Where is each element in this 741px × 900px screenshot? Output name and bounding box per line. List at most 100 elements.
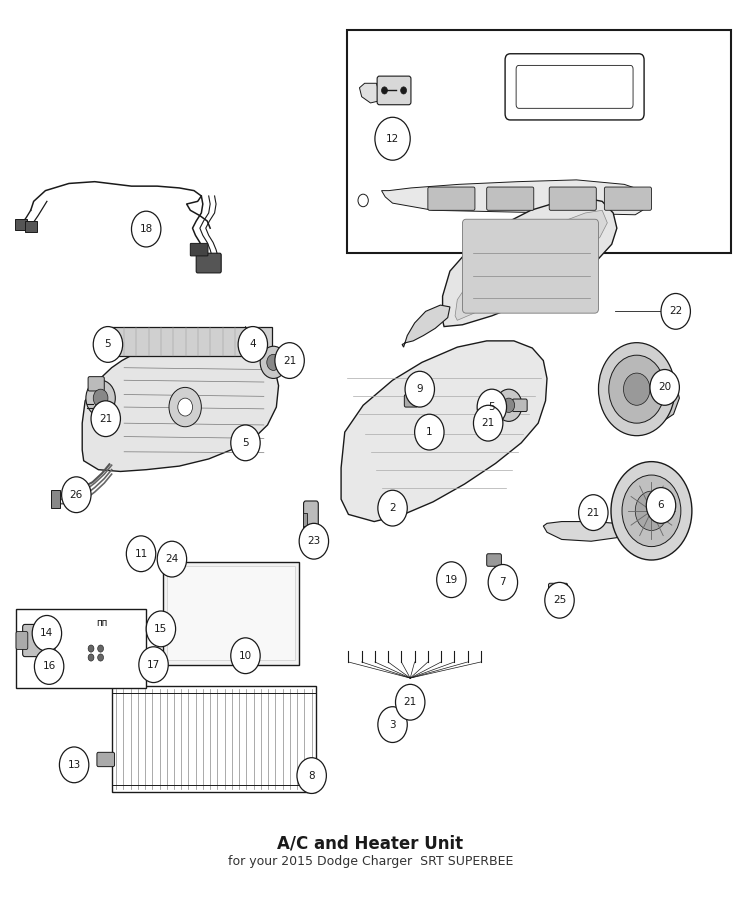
Circle shape [98,645,104,652]
Circle shape [230,638,260,673]
Text: 21: 21 [283,356,296,365]
Polygon shape [382,180,650,215]
Text: 20: 20 [658,382,671,392]
Circle shape [88,654,94,662]
FancyBboxPatch shape [405,394,418,407]
Text: 14: 14 [40,628,53,638]
Circle shape [139,647,168,682]
Text: 3: 3 [389,720,396,730]
Text: 21: 21 [404,698,417,707]
Text: A/C and Heater Unit: A/C and Heater Unit [277,834,464,852]
Polygon shape [82,341,279,472]
Circle shape [375,117,411,160]
FancyBboxPatch shape [462,220,599,313]
Text: ᴨᴨ: ᴨᴨ [96,617,107,627]
Text: 25: 25 [553,595,566,606]
Polygon shape [617,365,679,430]
FancyBboxPatch shape [548,583,568,599]
Circle shape [611,462,692,560]
FancyBboxPatch shape [16,632,27,650]
Circle shape [646,488,676,523]
Circle shape [299,523,328,559]
Text: 26: 26 [70,490,83,500]
FancyBboxPatch shape [190,243,208,256]
Polygon shape [359,84,379,103]
Text: 18: 18 [139,224,153,234]
Circle shape [157,541,187,577]
Text: 5: 5 [242,437,249,448]
Text: 21: 21 [482,418,495,428]
Circle shape [98,654,104,662]
Text: for your 2015 Dodge Charger  SRT SUPERBEE: for your 2015 Dodge Charger SRT SUPERBEE [227,855,514,868]
FancyBboxPatch shape [23,625,55,657]
FancyBboxPatch shape [304,501,319,537]
Circle shape [238,327,268,363]
Text: 22: 22 [669,306,682,317]
Circle shape [34,649,64,684]
Polygon shape [543,522,620,541]
Circle shape [260,346,287,378]
FancyBboxPatch shape [112,686,316,792]
Circle shape [488,564,518,600]
Circle shape [622,475,681,546]
Text: 6: 6 [658,500,665,510]
Circle shape [86,380,116,416]
Circle shape [405,372,434,407]
FancyBboxPatch shape [16,609,146,688]
FancyBboxPatch shape [167,566,296,661]
Text: 5: 5 [488,402,495,412]
Text: 9: 9 [416,384,423,394]
Circle shape [275,343,305,378]
Text: 2: 2 [389,503,396,513]
Text: 21: 21 [587,508,600,518]
Circle shape [415,414,444,450]
Text: 21: 21 [99,414,113,424]
Circle shape [382,87,388,94]
FancyBboxPatch shape [549,187,597,211]
Text: 10: 10 [239,651,252,661]
FancyBboxPatch shape [16,220,27,230]
FancyBboxPatch shape [513,399,527,411]
FancyBboxPatch shape [97,752,115,767]
FancyBboxPatch shape [112,328,272,356]
Polygon shape [50,491,60,508]
Circle shape [503,398,515,412]
Circle shape [579,495,608,530]
Circle shape [93,327,123,363]
Text: 13: 13 [67,760,81,770]
Circle shape [436,562,466,598]
Circle shape [59,747,89,783]
Polygon shape [341,341,547,522]
Circle shape [32,616,62,652]
FancyBboxPatch shape [196,253,222,273]
FancyBboxPatch shape [487,554,502,566]
Text: 7: 7 [499,578,506,588]
FancyBboxPatch shape [605,187,651,211]
Text: 24: 24 [165,554,179,564]
Text: 17: 17 [147,660,160,670]
Circle shape [91,400,121,436]
Circle shape [623,374,650,405]
Circle shape [445,577,454,588]
Circle shape [396,684,425,720]
Text: 19: 19 [445,575,458,585]
Circle shape [131,212,161,247]
Text: 4: 4 [250,339,256,349]
Polygon shape [455,211,608,320]
Text: 1: 1 [426,428,433,437]
Circle shape [267,355,280,371]
Text: 5: 5 [104,339,111,349]
Circle shape [297,758,326,794]
FancyBboxPatch shape [303,513,308,526]
Circle shape [358,194,368,207]
Circle shape [378,491,408,526]
FancyBboxPatch shape [428,187,475,211]
Circle shape [178,398,193,416]
Circle shape [169,387,202,427]
Circle shape [473,405,503,441]
Circle shape [545,582,574,618]
Circle shape [650,370,679,405]
FancyBboxPatch shape [516,66,633,108]
FancyBboxPatch shape [25,221,36,232]
Text: 15: 15 [154,624,167,634]
